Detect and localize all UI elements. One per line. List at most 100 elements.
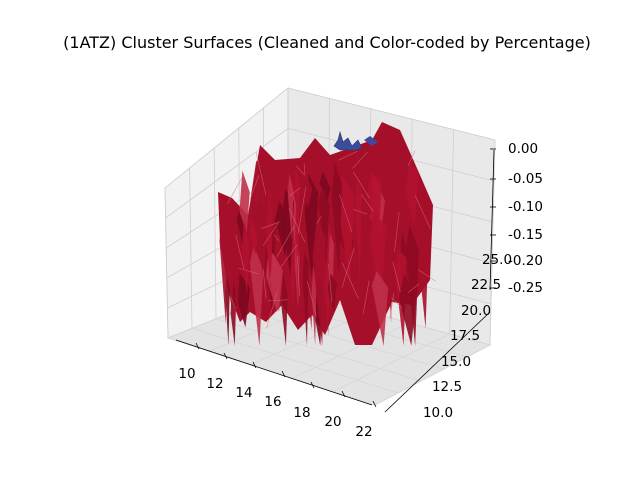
surface-edge: [392, 262, 401, 292]
surface-facet: [269, 253, 283, 312]
surface-edge: [296, 165, 305, 175]
surface-facet: [297, 163, 313, 208]
surface-edge: [389, 293, 395, 319]
x-tick-mark: [372, 400, 377, 408]
surface-edge: [341, 262, 359, 299]
surface-facet: [398, 273, 417, 346]
surface-facet: [219, 214, 229, 324]
surface-edge: [235, 234, 245, 270]
grid-line: [164, 87, 496, 189]
z-tick-label: -0.05: [508, 171, 543, 187]
surface-edge: [362, 280, 370, 314]
x-tick-label: 22: [355, 424, 372, 440]
surface-edge: [341, 248, 355, 288]
surface-edge: [255, 151, 267, 196]
surface-edge: [352, 151, 368, 169]
surface-facet: [302, 251, 309, 346]
z-tick-label: -0.10: [508, 199, 543, 215]
surface-edge: [289, 187, 301, 197]
y-tick-label: 15.0: [441, 354, 471, 370]
y-tick-label: 20.0: [461, 303, 491, 319]
surface-edge: [297, 187, 306, 234]
tick-labels: 10 12 14 16 18 20 22 10.0 12.5 15.0 17.5 20.0 22.5 25…: [178, 141, 543, 440]
surface-edge: [262, 269, 267, 299]
x-tick-mark: [252, 361, 257, 369]
surface-edge: [407, 150, 416, 167]
x-tick-mark: [310, 381, 315, 389]
x-axis-line: [175, 339, 373, 406]
surface-facet: [249, 244, 264, 346]
grid-line: [239, 308, 445, 370]
surface-edge: [266, 292, 278, 329]
grid-line: [164, 187, 169, 339]
surface-facet: [336, 175, 355, 284]
surface-facet: [318, 190, 330, 265]
surface-edge: [316, 215, 322, 224]
surface-edge: [288, 207, 306, 243]
grid-line: [215, 318, 422, 382]
surface-edge: [353, 171, 371, 199]
x-tick-mark: [341, 390, 346, 398]
y-axis-line: [384, 311, 491, 413]
surface-cluster-blue: [333, 130, 363, 151]
grid-line: [374, 344, 491, 406]
cluster-surface: [218, 122, 436, 346]
surface-facet: [312, 221, 327, 346]
surface-edge: [227, 174, 245, 204]
surface-facet: [239, 170, 250, 235]
surface-facet: [418, 226, 429, 329]
surface-edge: [276, 226, 295, 257]
surface-facet: [387, 233, 393, 324]
surface-edge: [391, 297, 403, 309]
x-tick-label: 18: [293, 405, 310, 421]
surface-facet: [225, 232, 235, 311]
surface-facet: [319, 171, 331, 202]
surface-edge: [407, 283, 419, 294]
surface-edge: [230, 296, 236, 310]
surface-facet: [311, 265, 317, 346]
surface-edge: [238, 267, 259, 275]
z-tick-label: -0.15: [508, 227, 543, 243]
surface-edge: [249, 175, 260, 200]
y-tick-label: 10.0: [423, 405, 453, 421]
surface-edge: [260, 222, 279, 229]
grid-line: [191, 328, 399, 394]
x-tick-label: 10: [178, 366, 195, 382]
x-tick-label: 14: [235, 385, 252, 401]
surface-edge: [339, 194, 353, 232]
x-tick-mark: [195, 342, 200, 350]
surface-edge: [273, 234, 279, 241]
x-tick-label: 16: [264, 394, 281, 410]
grid-line: [213, 147, 217, 319]
z-axis-line: [489, 149, 495, 291]
surface-facet: [241, 219, 250, 296]
x-tick-label: 12: [206, 376, 223, 392]
surface-edge: [267, 299, 288, 302]
surface-edge: [307, 281, 317, 317]
z-tick-label: -0.25: [508, 280, 543, 296]
grid-line: [489, 139, 496, 346]
surface-cluster-blue: [364, 136, 378, 146]
y-tick-label: 22.5: [471, 277, 501, 293]
surface-edge: [361, 194, 374, 212]
z-tick-label: 0.00: [508, 141, 538, 157]
surface-edge: [303, 163, 306, 176]
z-tick-label: -0.20: [508, 253, 543, 269]
surface-facet: [227, 209, 242, 315]
x-tick-label: 20: [324, 414, 341, 430]
grid-line: [333, 333, 450, 392]
surface-edge: [297, 255, 300, 297]
y-tick-label: 17.5: [450, 328, 480, 344]
surface-facet: [355, 178, 362, 283]
surface-edge: [394, 212, 400, 252]
chart-title: (1ATZ) Cluster Surfaces (Cleaned and Col…: [63, 33, 591, 52]
y-tick-label: 25.0: [482, 252, 512, 268]
surface-facet: [405, 225, 419, 346]
surface-edge: [262, 220, 280, 247]
surface-edge: [418, 269, 436, 282]
surface-facet: [281, 273, 288, 346]
grid-line: [449, 129, 454, 335]
surface-facet: [405, 162, 419, 227]
x-tick-mark: [281, 370, 286, 378]
